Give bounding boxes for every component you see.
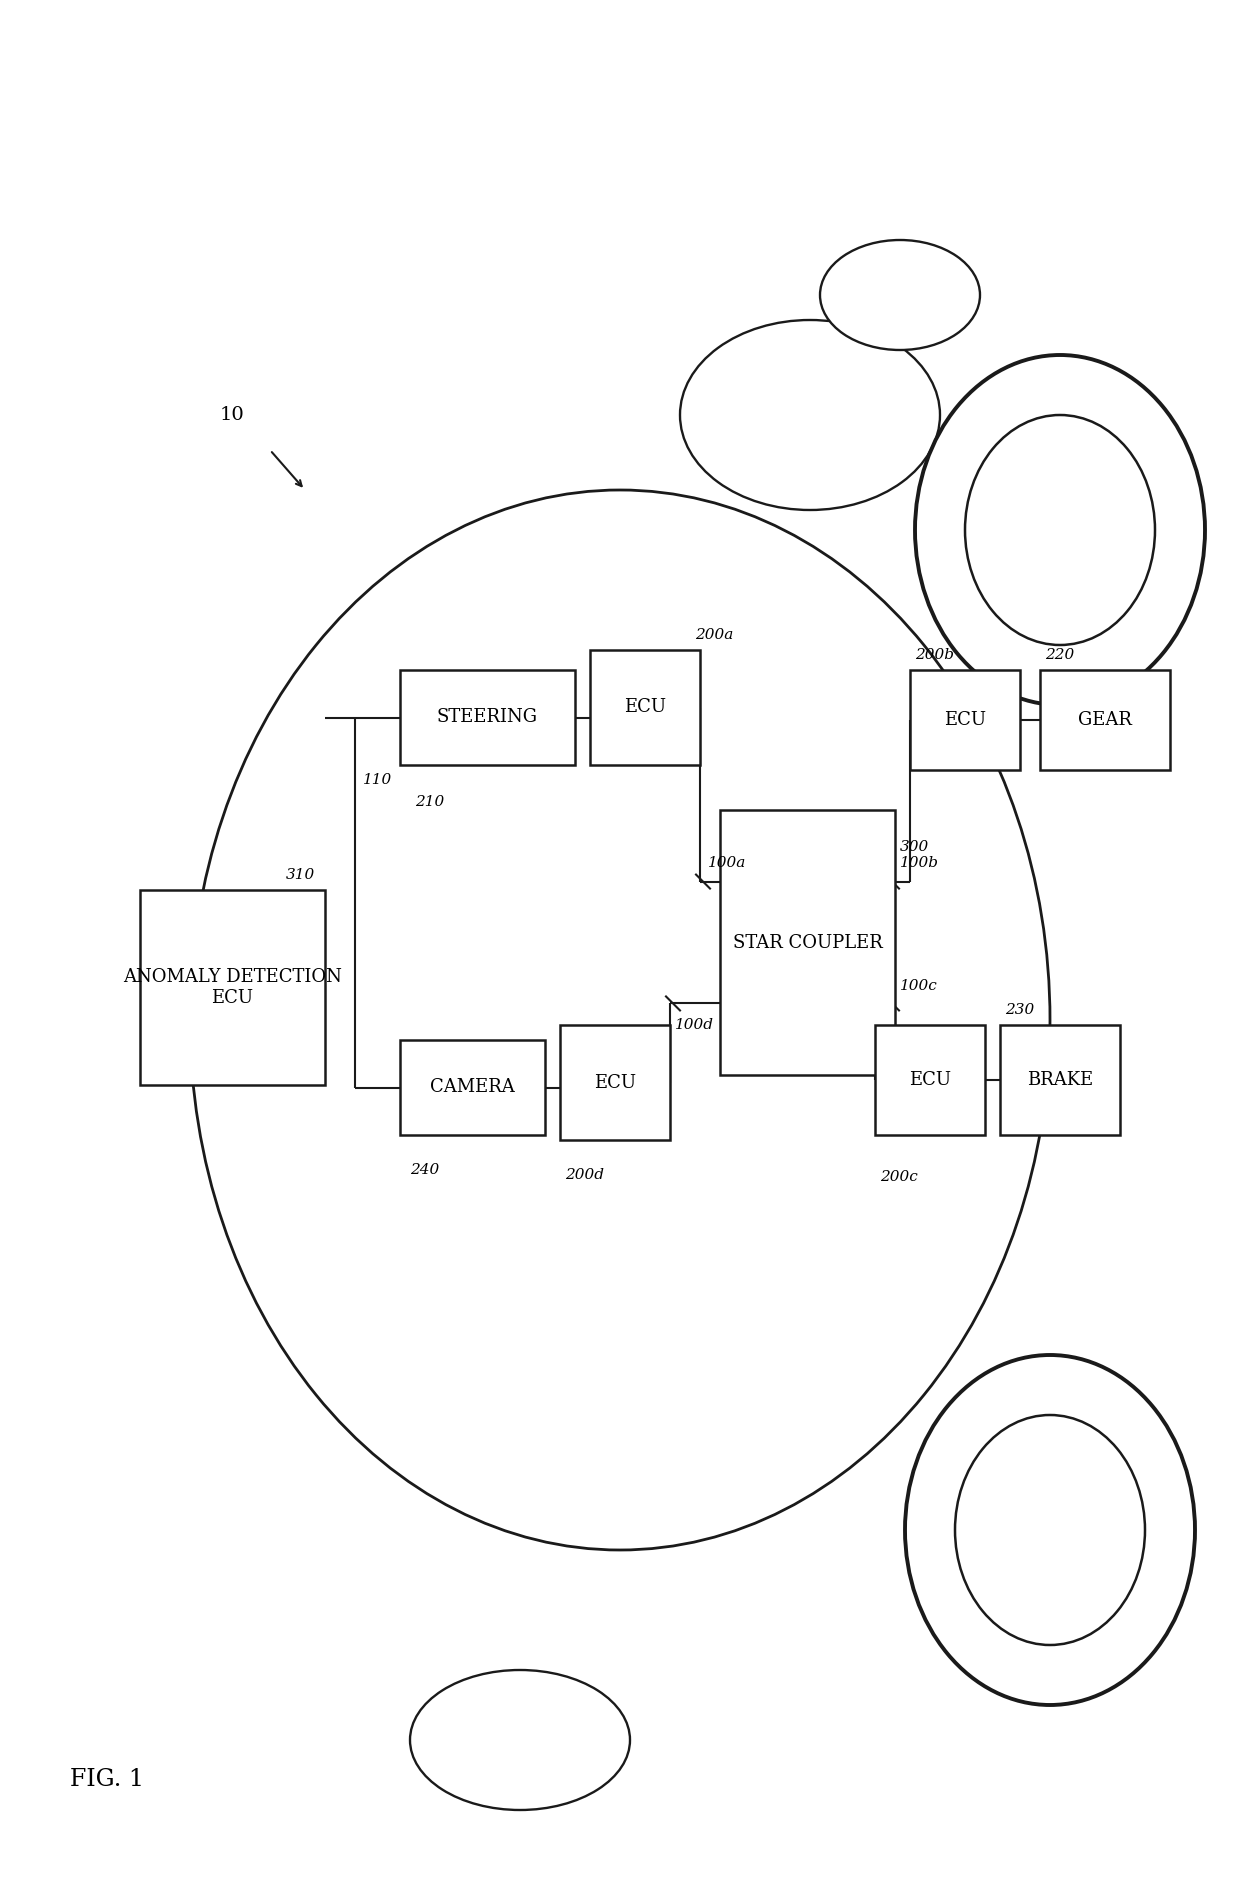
FancyBboxPatch shape <box>999 1025 1120 1136</box>
FancyBboxPatch shape <box>560 1025 670 1139</box>
Text: 200c: 200c <box>880 1169 918 1184</box>
Text: 100d: 100d <box>675 1019 714 1032</box>
Text: ECU: ECU <box>624 698 666 717</box>
Text: 100c: 100c <box>900 980 937 993</box>
Text: ECU: ECU <box>909 1072 951 1089</box>
FancyBboxPatch shape <box>1040 670 1171 770</box>
FancyBboxPatch shape <box>140 890 325 1085</box>
Text: 300: 300 <box>900 841 929 854</box>
Ellipse shape <box>905 1355 1195 1704</box>
Text: STEERING: STEERING <box>436 708 538 726</box>
FancyBboxPatch shape <box>875 1025 985 1136</box>
FancyBboxPatch shape <box>590 649 701 766</box>
Text: 220: 220 <box>1045 648 1074 663</box>
Text: 200b: 200b <box>915 648 954 663</box>
Text: 310: 310 <box>285 867 315 882</box>
Ellipse shape <box>680 319 940 511</box>
Text: ECU: ECU <box>594 1074 636 1092</box>
Text: 110: 110 <box>363 773 392 786</box>
Text: FIG. 1: FIG. 1 <box>69 1768 144 1791</box>
Text: GEAR: GEAR <box>1078 711 1132 728</box>
Text: ECU: ECU <box>944 711 986 728</box>
Text: 200d: 200d <box>565 1167 604 1183</box>
FancyBboxPatch shape <box>401 670 575 766</box>
Text: 100a: 100a <box>708 856 746 869</box>
FancyBboxPatch shape <box>720 811 895 1076</box>
Ellipse shape <box>915 355 1205 706</box>
Text: CAMERA: CAMERA <box>430 1079 515 1096</box>
Text: BRAKE: BRAKE <box>1027 1072 1094 1089</box>
Text: 210: 210 <box>415 796 444 809</box>
FancyBboxPatch shape <box>910 670 1021 770</box>
Text: 200a: 200a <box>694 629 733 642</box>
Text: STAR COUPLER: STAR COUPLER <box>733 933 883 952</box>
FancyBboxPatch shape <box>401 1040 546 1136</box>
Ellipse shape <box>820 240 980 349</box>
Text: 100b: 100b <box>900 856 939 869</box>
Text: 240: 240 <box>410 1164 439 1177</box>
Text: ANOMALY DETECTION
ECU: ANOMALY DETECTION ECU <box>123 969 342 1006</box>
Text: 10: 10 <box>219 405 244 424</box>
Text: 230: 230 <box>1004 1002 1034 1017</box>
Ellipse shape <box>410 1671 630 1809</box>
Ellipse shape <box>190 490 1050 1550</box>
